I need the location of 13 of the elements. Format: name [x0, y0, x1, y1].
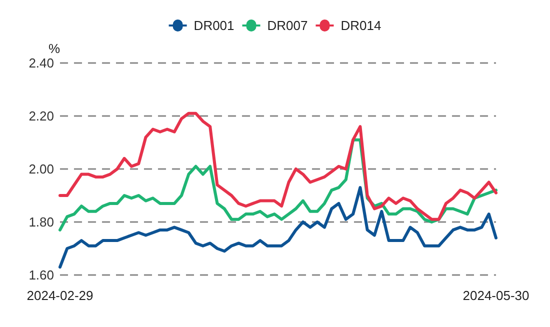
line-series	[58, 112, 498, 221]
legend-label: DR014	[340, 18, 382, 33]
y-axis-title: %	[48, 41, 60, 56]
y-tick-label: 2.00	[28, 162, 54, 176]
legend-label: DR007	[267, 18, 308, 33]
y-tick-label: 2.40	[28, 56, 54, 70]
x-tick-label: 2024-02-29	[26, 288, 94, 303]
x-tick-label: 2024-05-30	[462, 288, 530, 303]
legend-label: DR001	[194, 18, 234, 33]
line-series	[58, 186, 498, 269]
y-tick-label: 1.80	[28, 214, 54, 230]
y-tick-label: 1.60	[28, 268, 54, 282]
y-tick-label: 2.20	[28, 108, 54, 124]
